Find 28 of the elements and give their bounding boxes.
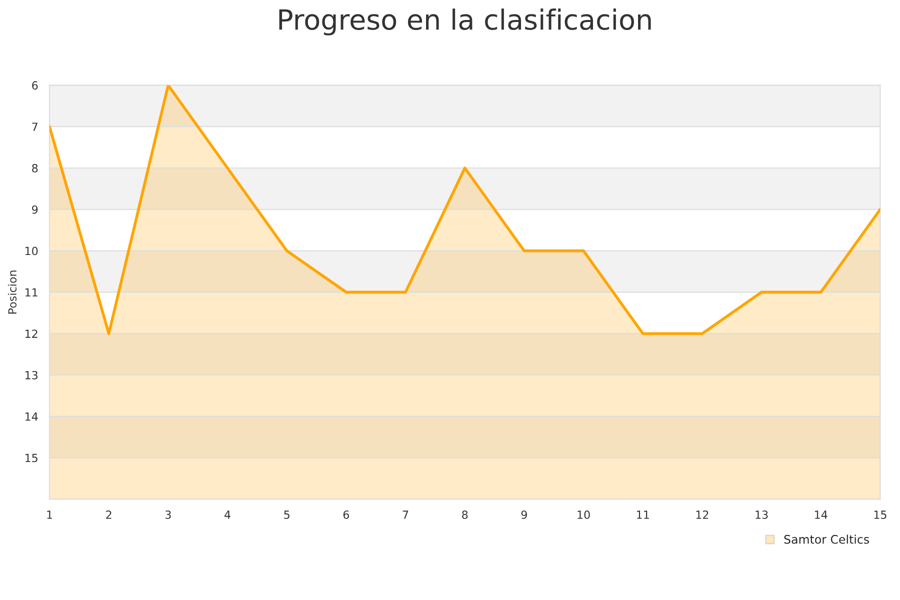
x-tick-label: 9 <box>521 510 527 519</box>
x-tick-label: 1 <box>47 510 52 519</box>
y-tick-label: 11 <box>25 288 38 296</box>
legend-label: Samtor Celtics <box>784 534 869 544</box>
x-tick-label: 12 <box>696 510 708 519</box>
y-tick-label: 6 <box>32 81 38 90</box>
y-tick-label: 10 <box>25 246 38 256</box>
x-tick-label: 13 <box>756 510 768 519</box>
x-tick-label: 4 <box>224 510 230 519</box>
x-tick-label: 2 <box>106 510 112 519</box>
y-tick-label: 14 <box>25 412 38 421</box>
x-tick-label: 14 <box>815 510 828 519</box>
x-tick-label: 15 <box>874 510 886 519</box>
x-tick-label: 3 <box>165 510 171 519</box>
y-tick-label: 13 <box>25 370 38 380</box>
x-tick-label: 7 <box>402 510 408 519</box>
y-tick-label: 9 <box>32 205 38 214</box>
x-tick-label: 5 <box>284 510 290 519</box>
x-tick-label: 6 <box>343 510 350 519</box>
y-tick-label: 12 <box>25 330 38 338</box>
chart-title: Progreso en la clasificacion <box>279 8 651 36</box>
y-tick-label: 8 <box>32 164 38 172</box>
x-tick-label: 10 <box>578 510 590 519</box>
y-tick-label: 7 <box>32 122 38 131</box>
x-tick-label: 11 <box>637 510 649 519</box>
x-tick-label: 8 <box>462 510 468 519</box>
y-axis-title: Posicion <box>8 270 17 314</box>
y-tick-label: 15 <box>25 454 38 462</box>
